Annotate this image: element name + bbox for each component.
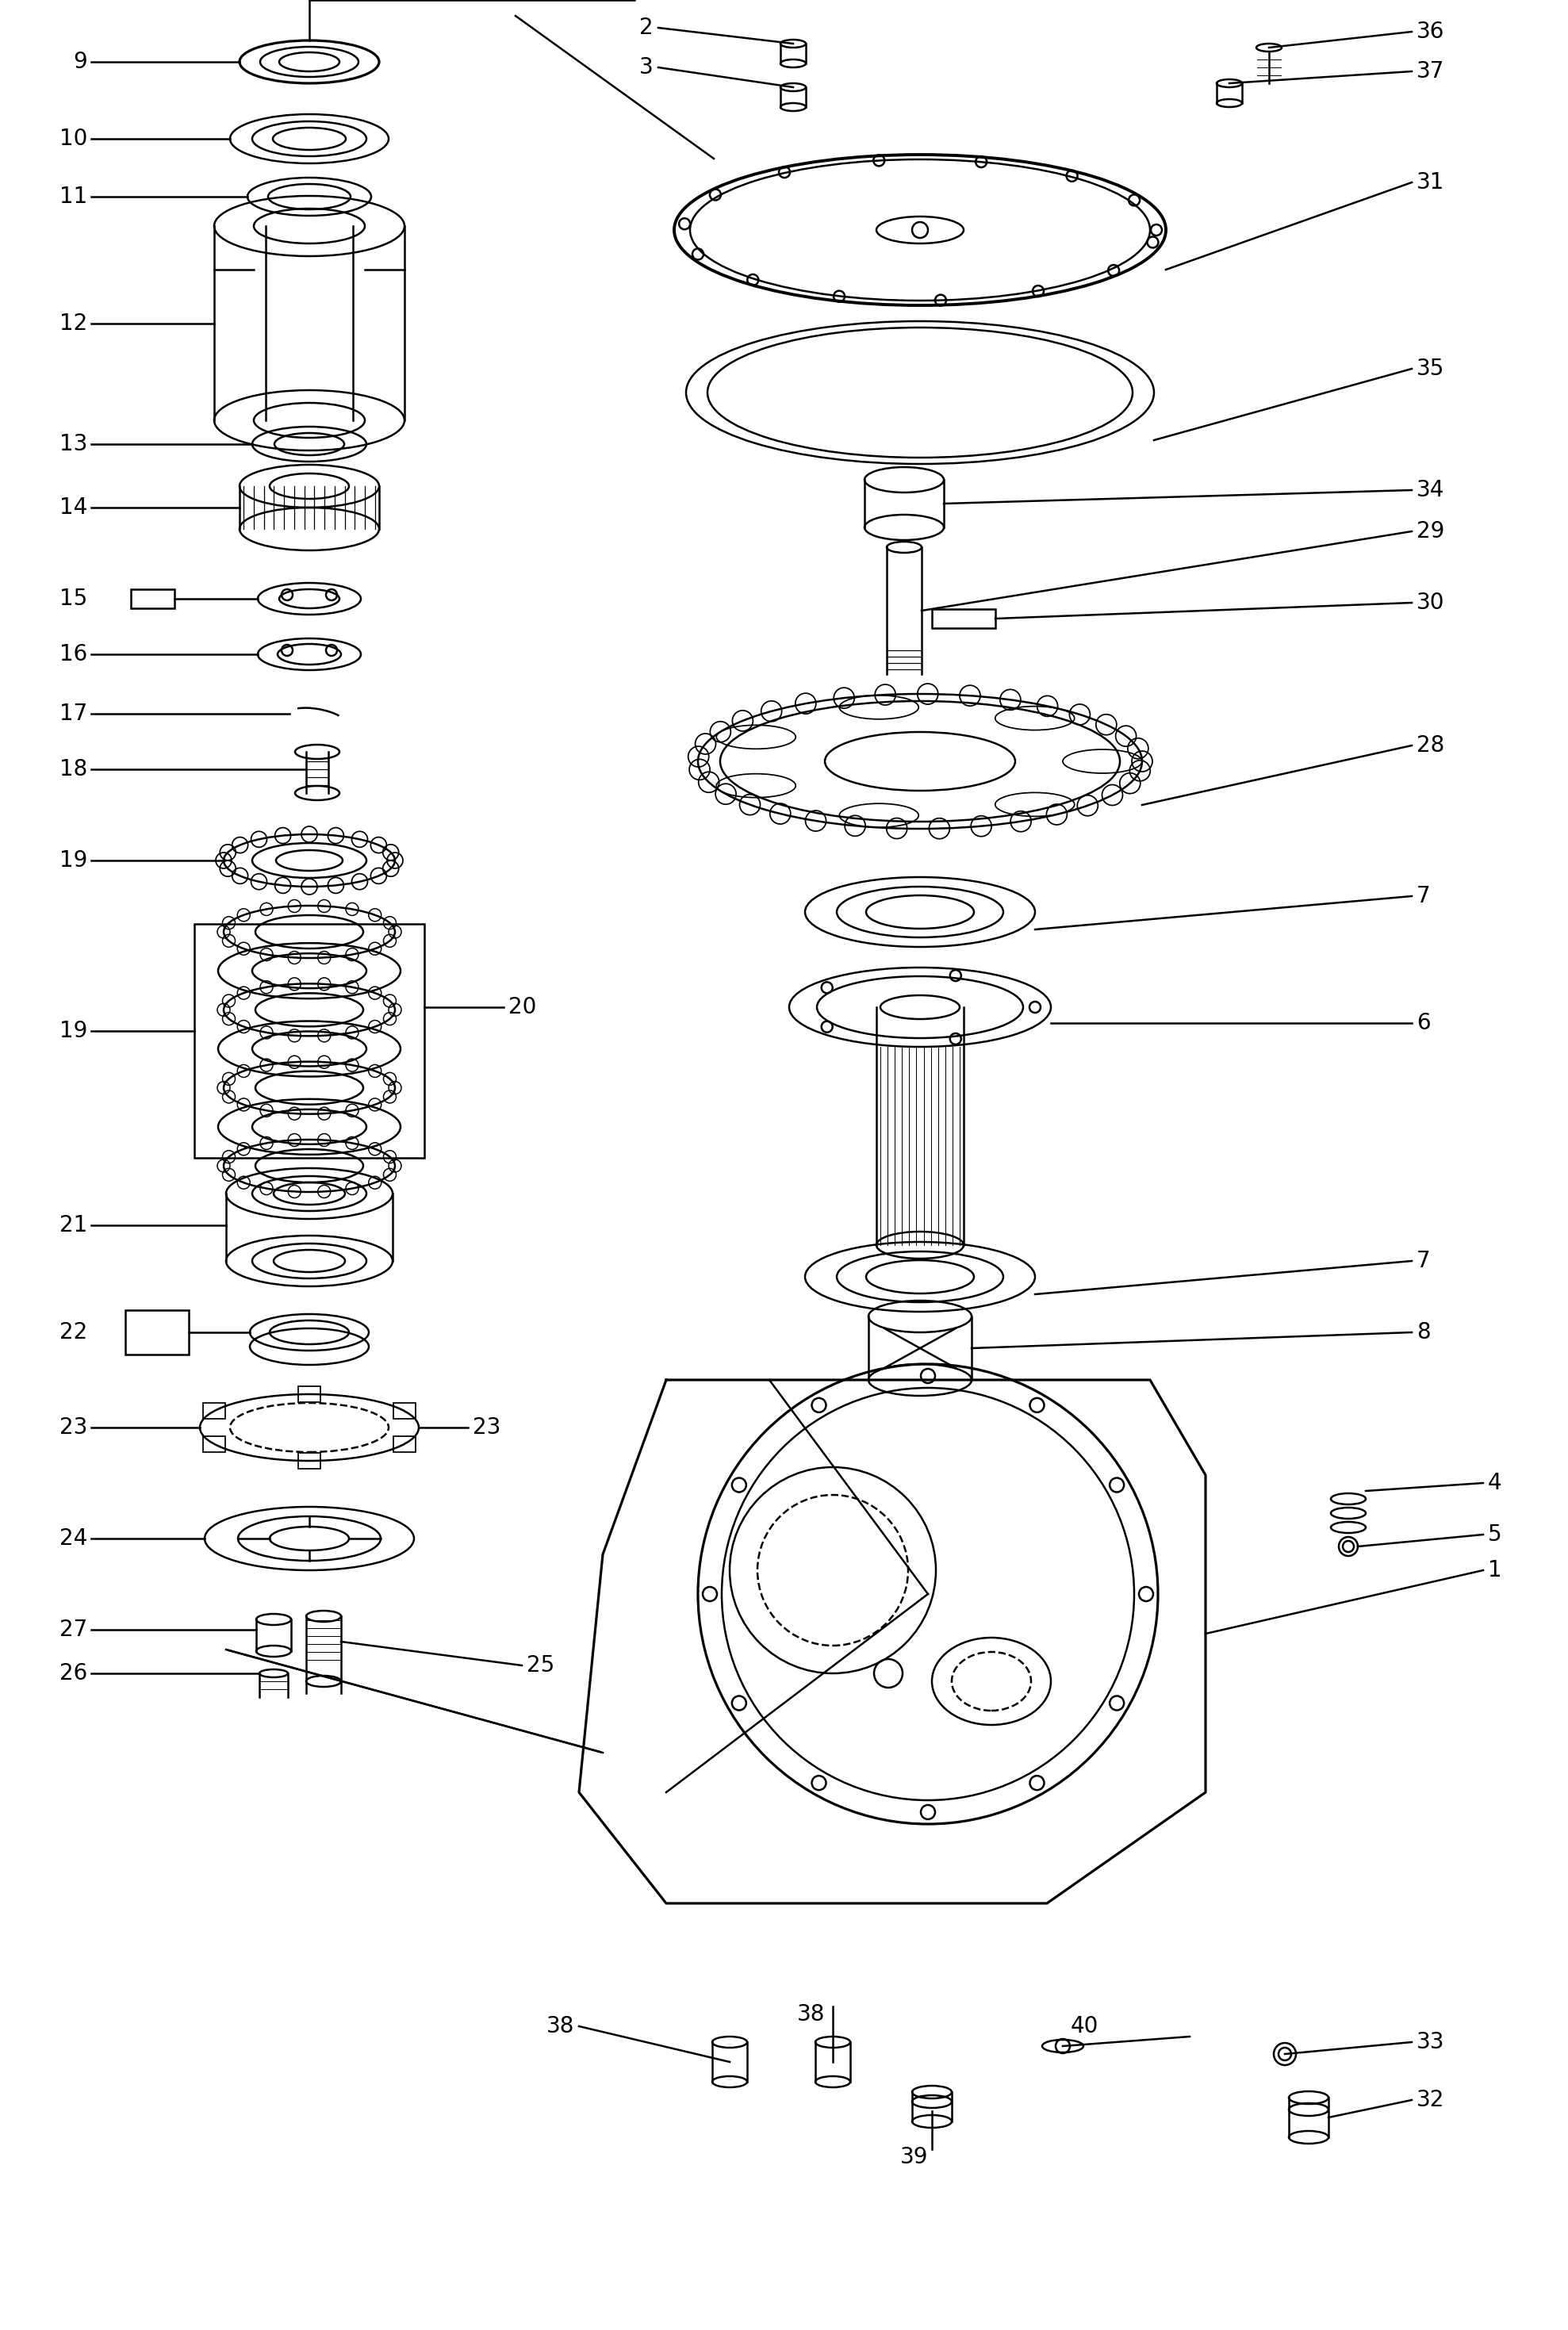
Bar: [298, 1454, 320, 1468]
Text: 34: 34: [1416, 480, 1444, 501]
Text: 37: 37: [1416, 61, 1444, 82]
Text: 6: 6: [1416, 1011, 1430, 1035]
Text: 16: 16: [60, 643, 88, 666]
Text: 23: 23: [60, 1417, 88, 1438]
Text: 10: 10: [60, 128, 88, 149]
Text: 23: 23: [472, 1417, 500, 1438]
Text: 36: 36: [1416, 21, 1444, 42]
Bar: [194, 925, 425, 1158]
Text: 33: 33: [1416, 2032, 1444, 2053]
Text: 8: 8: [1416, 1321, 1430, 1344]
Text: 38: 38: [546, 2015, 574, 2036]
Text: 1: 1: [1488, 1559, 1502, 1582]
Text: 11: 11: [60, 186, 88, 207]
Text: 14: 14: [60, 496, 88, 520]
Text: 17: 17: [60, 704, 88, 725]
Text: 7: 7: [1416, 1249, 1430, 1272]
Bar: [931, 608, 996, 629]
Text: 13: 13: [60, 433, 88, 454]
Text: 4: 4: [1488, 1473, 1502, 1494]
Text: 20: 20: [508, 997, 536, 1018]
Bar: [204, 1435, 226, 1452]
Text: 22: 22: [60, 1321, 88, 1344]
Text: 15: 15: [60, 587, 88, 610]
Text: 28: 28: [1416, 734, 1444, 757]
Text: 26: 26: [60, 1661, 88, 1685]
Bar: [130, 589, 174, 608]
Bar: [204, 1403, 226, 1419]
Text: 31: 31: [1416, 172, 1444, 193]
Text: 30: 30: [1416, 592, 1444, 613]
Text: 21: 21: [60, 1214, 88, 1237]
Text: 12: 12: [60, 312, 88, 333]
Text: 18: 18: [60, 757, 88, 781]
Text: 19: 19: [60, 1021, 88, 1042]
Text: 29: 29: [1416, 520, 1444, 543]
Bar: [125, 1309, 188, 1354]
Text: 35: 35: [1416, 359, 1444, 380]
Text: 2: 2: [640, 16, 654, 40]
Text: 5: 5: [1488, 1524, 1502, 1545]
Bar: [394, 1403, 416, 1419]
Text: 3: 3: [640, 56, 654, 79]
Text: 39: 39: [900, 2146, 928, 2169]
Text: 9: 9: [74, 51, 88, 72]
Text: 27: 27: [60, 1619, 88, 1640]
Bar: [298, 1386, 320, 1403]
Text: 7: 7: [1416, 885, 1430, 906]
Text: 32: 32: [1416, 2090, 1444, 2111]
Text: 40: 40: [1071, 2015, 1099, 2036]
Text: 25: 25: [527, 1654, 555, 1678]
Text: 24: 24: [60, 1528, 88, 1549]
Bar: [394, 1435, 416, 1452]
Text: 38: 38: [797, 2004, 825, 2025]
Text: 19: 19: [60, 850, 88, 871]
